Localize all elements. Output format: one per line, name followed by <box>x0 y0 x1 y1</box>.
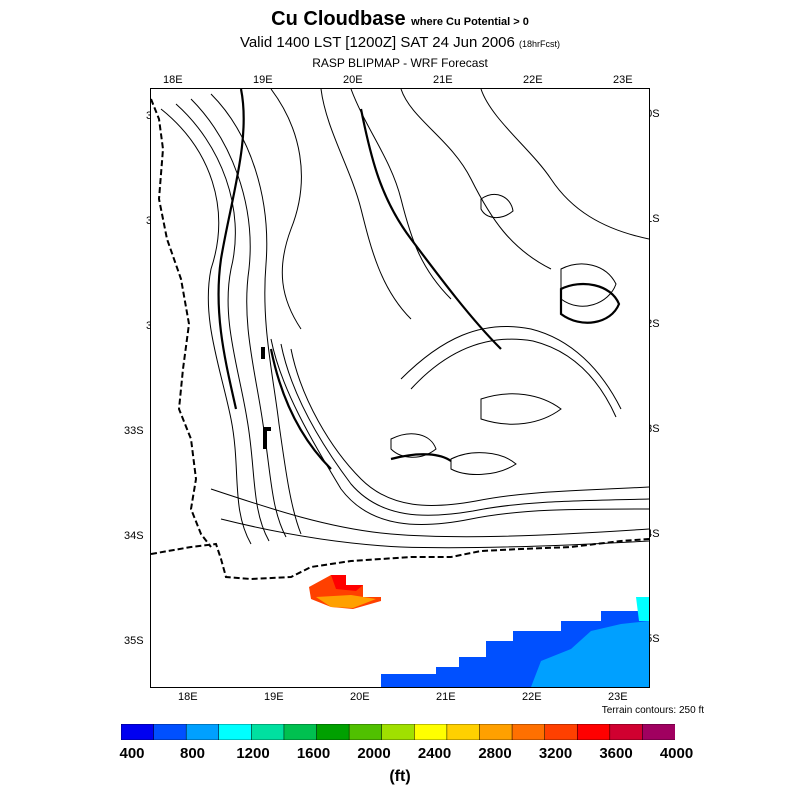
cloudbase-area-corner <box>636 597 649 621</box>
bottom-longitude-label: 20E <box>350 691 370 703</box>
title-qualifier: where Cu Potential > 0 <box>411 16 529 28</box>
colorbar-swatch <box>609 724 644 740</box>
colorbar-label: 3200 <box>538 745 573 762</box>
coastline <box>150 538 650 581</box>
top-longitude-label: 21E <box>433 74 453 86</box>
top-longitude-label: 20E <box>343 74 363 86</box>
forecast-tag: (18hrFcst) <box>519 39 561 49</box>
colorbar-label: 2800 <box>478 745 512 762</box>
units-label: (ft) <box>389 768 411 785</box>
colorbar-swatch <box>121 724 155 740</box>
bottom-longitude-label: 22E <box>522 691 542 703</box>
terrain-contours-note: Terrain contours: 250 ft <box>601 705 704 716</box>
top-longitude-label: 23E <box>613 74 633 86</box>
colorbar-swatch <box>511 724 546 740</box>
colorbar-label: 800 <box>179 745 206 762</box>
model-line: RASP BLIPMAP - WRF Forecast <box>312 56 488 70</box>
colorbar-label: 3600 <box>599 745 633 762</box>
bottom-longitude-label: 18E <box>178 691 198 703</box>
colorbar-label: 1600 <box>296 745 331 762</box>
map-title: Cu Cloudbase where Cu Potential > 0 <box>0 8 800 31</box>
colorbar-swatch <box>218 724 253 740</box>
map-canvas <box>150 88 650 688</box>
colorbar-swatch <box>153 724 187 740</box>
colorbar-label: 4000 <box>659 745 694 762</box>
colorbar-swatch <box>316 724 350 740</box>
colorbar-swatch <box>576 724 611 740</box>
coastline-west <box>150 98 212 548</box>
cloudbase-area-overberg-core <box>331 575 363 591</box>
colorbar-label: 400 <box>119 745 145 762</box>
colorbar-label: 1200 <box>236 745 270 762</box>
colorbar <box>121 724 675 740</box>
top-longitude-label: 18E <box>163 74 183 86</box>
forecast-map <box>150 88 650 688</box>
contour-lines <box>160 88 650 549</box>
colorbar-swatch <box>544 724 578 740</box>
colorbar-swatch <box>642 724 675 740</box>
left-latitude-label: 35S <box>124 635 144 647</box>
colorbar-swatch <box>283 724 318 740</box>
colorbar-swatch <box>348 724 383 740</box>
colorbar-swatch <box>479 724 513 740</box>
valid-time-line: Valid 1400 LST [1200Z] SAT 24 Jun 2006 (… <box>0 34 800 51</box>
cloudbase-fill <box>309 575 649 687</box>
colorbar-swatch <box>381 724 416 740</box>
colorbar-label: 2400 <box>417 745 452 762</box>
top-longitude-label: 19E <box>253 74 273 86</box>
title-text: Cu Cloudbase <box>271 8 406 30</box>
bottom-longitude-label: 19E <box>264 691 284 703</box>
contour-lines-bold <box>217 88 621 470</box>
bottom-longitude-label: 23E <box>608 691 628 703</box>
bottom-longitude-label: 21E <box>436 691 456 703</box>
colorbar-label: 2000 <box>357 745 391 762</box>
cloudbase-area-overberg-edge <box>316 595 376 608</box>
cloudbase-area-east-sea <box>531 621 649 687</box>
colorbar-swatch <box>414 724 448 740</box>
top-longitude-label: 22E <box>523 74 543 86</box>
left-latitude-label: 34S <box>124 530 144 542</box>
left-latitude-label: 33S <box>124 425 144 437</box>
colorbar-swatch <box>446 724 481 740</box>
steep-terrain-marks <box>261 347 271 449</box>
valid-time-text: Valid 1400 LST [1200Z] SAT 24 Jun 2006 <box>239 34 515 51</box>
colorbar-swatch <box>185 724 220 740</box>
colorbar-swatch <box>251 724 285 740</box>
